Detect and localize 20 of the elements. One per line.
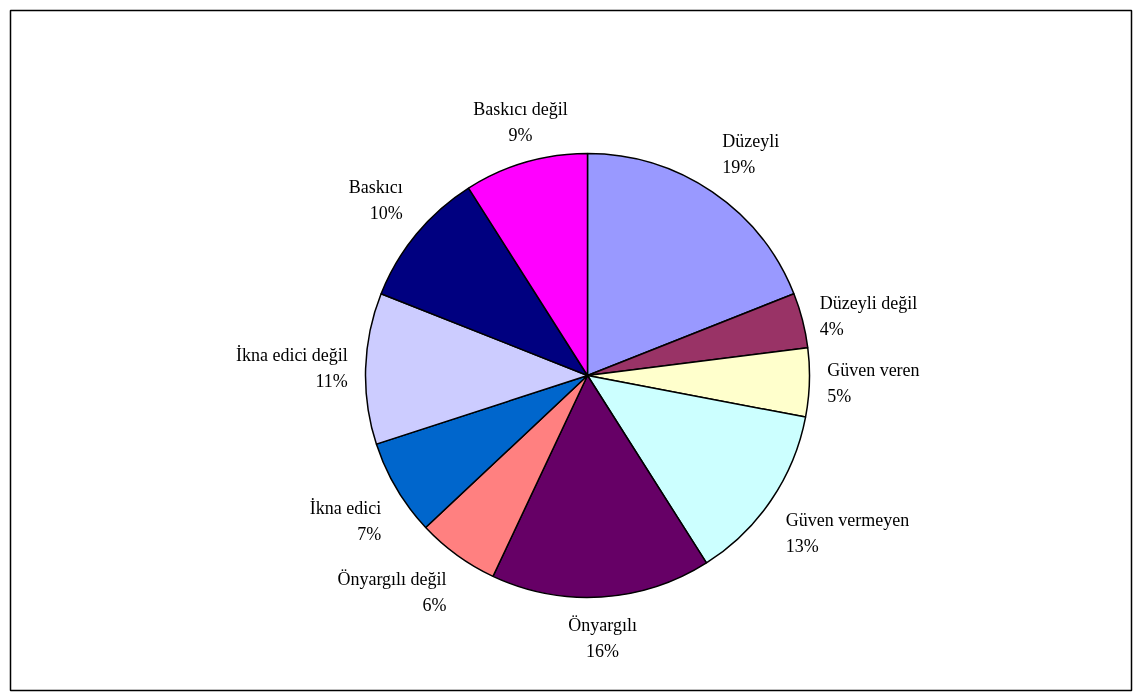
data-label: 16% [586, 640, 620, 661]
data-label: 5% [827, 386, 852, 407]
slice-label: İkna edici değil [235, 344, 348, 365]
slice-label: Güven veren [827, 360, 920, 381]
slice-label: Düzeyli [722, 131, 780, 152]
slice-label: Baskıcı değil [473, 99, 568, 120]
slice-label: Güven vermeyen [785, 510, 910, 531]
data-label: 19% [722, 157, 756, 178]
slice-label: İkna edici [309, 497, 382, 518]
data-label: 13% [785, 536, 819, 557]
data-label: 6% [422, 595, 447, 616]
slice-label: Önyargılı [568, 614, 637, 635]
data-label: 11% [315, 370, 348, 391]
slice-label: Baskıcı [348, 176, 403, 197]
data-label: 10% [369, 202, 403, 223]
data-label: 9% [508, 125, 533, 146]
slice-label: Önyargılı değil [337, 569, 447, 590]
data-label: 7% [357, 523, 382, 544]
data-label: 4% [819, 318, 844, 339]
slice-label: Düzeyli değil [819, 292, 918, 313]
